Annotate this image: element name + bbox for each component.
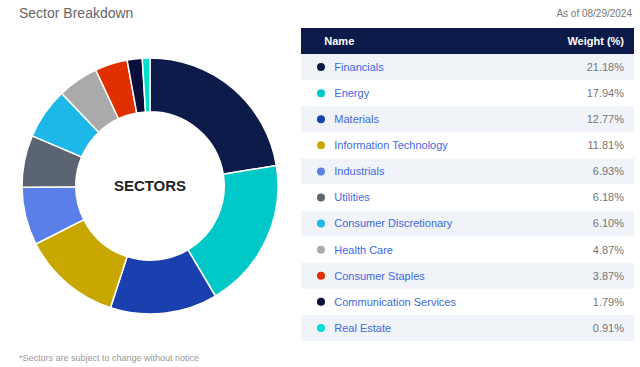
legend-label: Information Technology — [334, 139, 448, 151]
legend-label: Real Estate — [334, 322, 391, 334]
table-row: Communication Services 1.79% — [301, 289, 634, 315]
table-row: Utilities 6.18% — [301, 184, 634, 210]
donut: SECTORS — [22, 58, 278, 314]
legend-swatch — [317, 194, 325, 202]
legend-label: Communication Services — [334, 296, 456, 308]
legend-swatch — [317, 141, 325, 149]
slice — [22, 187, 84, 244]
legend-swatch — [317, 324, 325, 332]
chart: Sector Breakdown As of 08/29/2024 SECTORS N… — [0, 0, 640, 367]
legend-swatch — [317, 115, 325, 123]
data-label: 3.87% — [593, 270, 624, 282]
row-background — [301, 263, 634, 289]
legend-label: Industrials — [334, 165, 385, 177]
header-label: Weight (%) — [567, 35, 624, 47]
legend-swatch — [317, 298, 325, 306]
legend-label: Utilities — [334, 191, 370, 203]
row-background — [301, 132, 634, 158]
table-row: Information Technology 11.81% — [301, 132, 634, 158]
legend-swatch — [317, 89, 325, 97]
row-background — [301, 184, 634, 210]
table-row: Materials 12.77% — [301, 106, 634, 132]
data-label: 6.10% — [593, 217, 624, 229]
title: Sector Breakdown — [19, 5, 133, 21]
table-row: Real Estate 0.91% — [301, 315, 634, 341]
data-label: 6.93% — [593, 165, 624, 177]
table-row: Financials 21.18% — [301, 54, 634, 80]
legend-label: Financials — [334, 61, 384, 73]
table-row: Health Care 4.87% — [301, 237, 634, 263]
footnote: *Sectors are subject to change without n… — [19, 353, 199, 363]
data-label: 17.94% — [587, 87, 625, 99]
subtitle: As of 08/29/2024 — [556, 8, 632, 19]
row-background — [301, 80, 634, 106]
data-label: 6.18% — [593, 191, 624, 203]
table-row: Consumer Staples 3.87% — [301, 263, 634, 289]
legend-swatch — [317, 246, 325, 254]
row-background — [301, 158, 634, 184]
data-label: 12.77% — [587, 113, 625, 125]
data-label: 0.91% — [593, 322, 624, 334]
legend-label: Materials — [334, 113, 379, 125]
table-row: Industrials 6.93% — [301, 158, 634, 184]
row-background — [301, 289, 634, 315]
header-label: Name — [324, 35, 354, 47]
data-label: 11.81% — [588, 139, 625, 151]
legend-label: Consumer Discretionary — [334, 217, 452, 229]
table-row: Consumer Discretionary 6.10% — [301, 211, 634, 237]
data-label: 21.18% — [587, 61, 625, 73]
legend-label: Health Care — [334, 244, 393, 256]
legend-swatch — [317, 220, 325, 228]
legend-swatch — [317, 272, 325, 280]
row-background — [301, 54, 634, 80]
data-label: 1.79% — [593, 296, 624, 308]
row-background — [301, 237, 634, 263]
legend-swatch — [317, 63, 325, 71]
row-background — [301, 315, 634, 341]
row-background — [301, 211, 634, 237]
legend-table: Name Weight (%) Financials 21.18% Energy 17.9… — [301, 28, 634, 341]
row-background — [301, 106, 634, 132]
table-row: Energy 17.94% — [301, 80, 634, 106]
slice — [150, 58, 276, 174]
data-label: 4.87% — [593, 244, 624, 256]
slice — [142, 58, 150, 112]
table-header — [301, 28, 634, 54]
center-label: SECTORS — [114, 177, 186, 194]
legend-swatch — [317, 167, 325, 175]
legend-label: Consumer Staples — [334, 270, 425, 282]
legend-label: Energy — [334, 87, 369, 99]
